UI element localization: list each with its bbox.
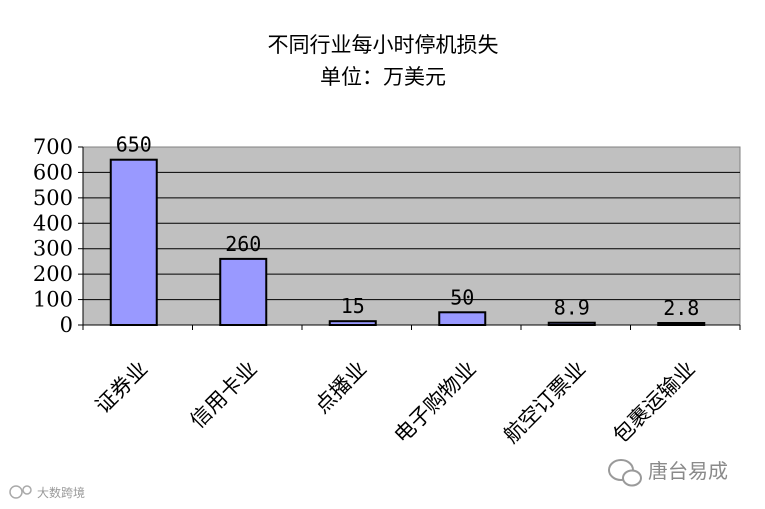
- data-label: 260: [225, 232, 261, 256]
- chart-title: 不同行业每小时停机损失: [268, 33, 499, 57]
- bar: [547, 321, 596, 326]
- data-label: 2.8: [663, 296, 699, 320]
- data-label: 50: [450, 285, 474, 309]
- data-label: 650: [116, 133, 152, 157]
- y-tick-label: 500: [33, 186, 73, 210]
- chart-subtitle: 单位：万美元: [320, 65, 446, 89]
- bar: [657, 322, 706, 326]
- bars: [109, 158, 706, 326]
- category-label: 电子购物业: [390, 357, 481, 448]
- data-labels: 650 260 15 50 8.9 2.8: [116, 133, 700, 320]
- y-tick-label: 0: [60, 313, 73, 337]
- y-tick-label: 300: [33, 237, 73, 261]
- bar: [328, 320, 377, 326]
- category-label: 点播业: [310, 357, 372, 419]
- gridlines: [83, 171, 740, 301]
- y-tick-label: 700: [33, 135, 73, 159]
- category-label: 航空订票业: [499, 357, 590, 448]
- y-tick-label: 600: [33, 160, 73, 184]
- category-label: 包裹运输业: [609, 357, 700, 448]
- plot-area: [82, 146, 741, 326]
- category-label: 证券业: [91, 357, 153, 419]
- data-label: 8.9: [554, 296, 590, 320]
- category-label: 信用卡业: [185, 357, 261, 433]
- category-labels: 证券业 信用卡业 点播业 电子购物业 航空订票业 包裹运输业: [91, 357, 700, 448]
- wechat-icon: [608, 459, 642, 487]
- bar: [219, 257, 268, 326]
- y-tick-label: 400: [33, 211, 73, 235]
- y-tick-label: 200: [33, 262, 73, 286]
- y-tick-label: 100: [33, 288, 73, 312]
- bar: [109, 158, 158, 326]
- camera-icon: [9, 485, 32, 499]
- watermark-corner: 大数跨境: [37, 485, 85, 500]
- watermark-brand: 唐台易成: [648, 459, 728, 483]
- bar: [438, 311, 487, 326]
- data-label: 15: [341, 294, 365, 318]
